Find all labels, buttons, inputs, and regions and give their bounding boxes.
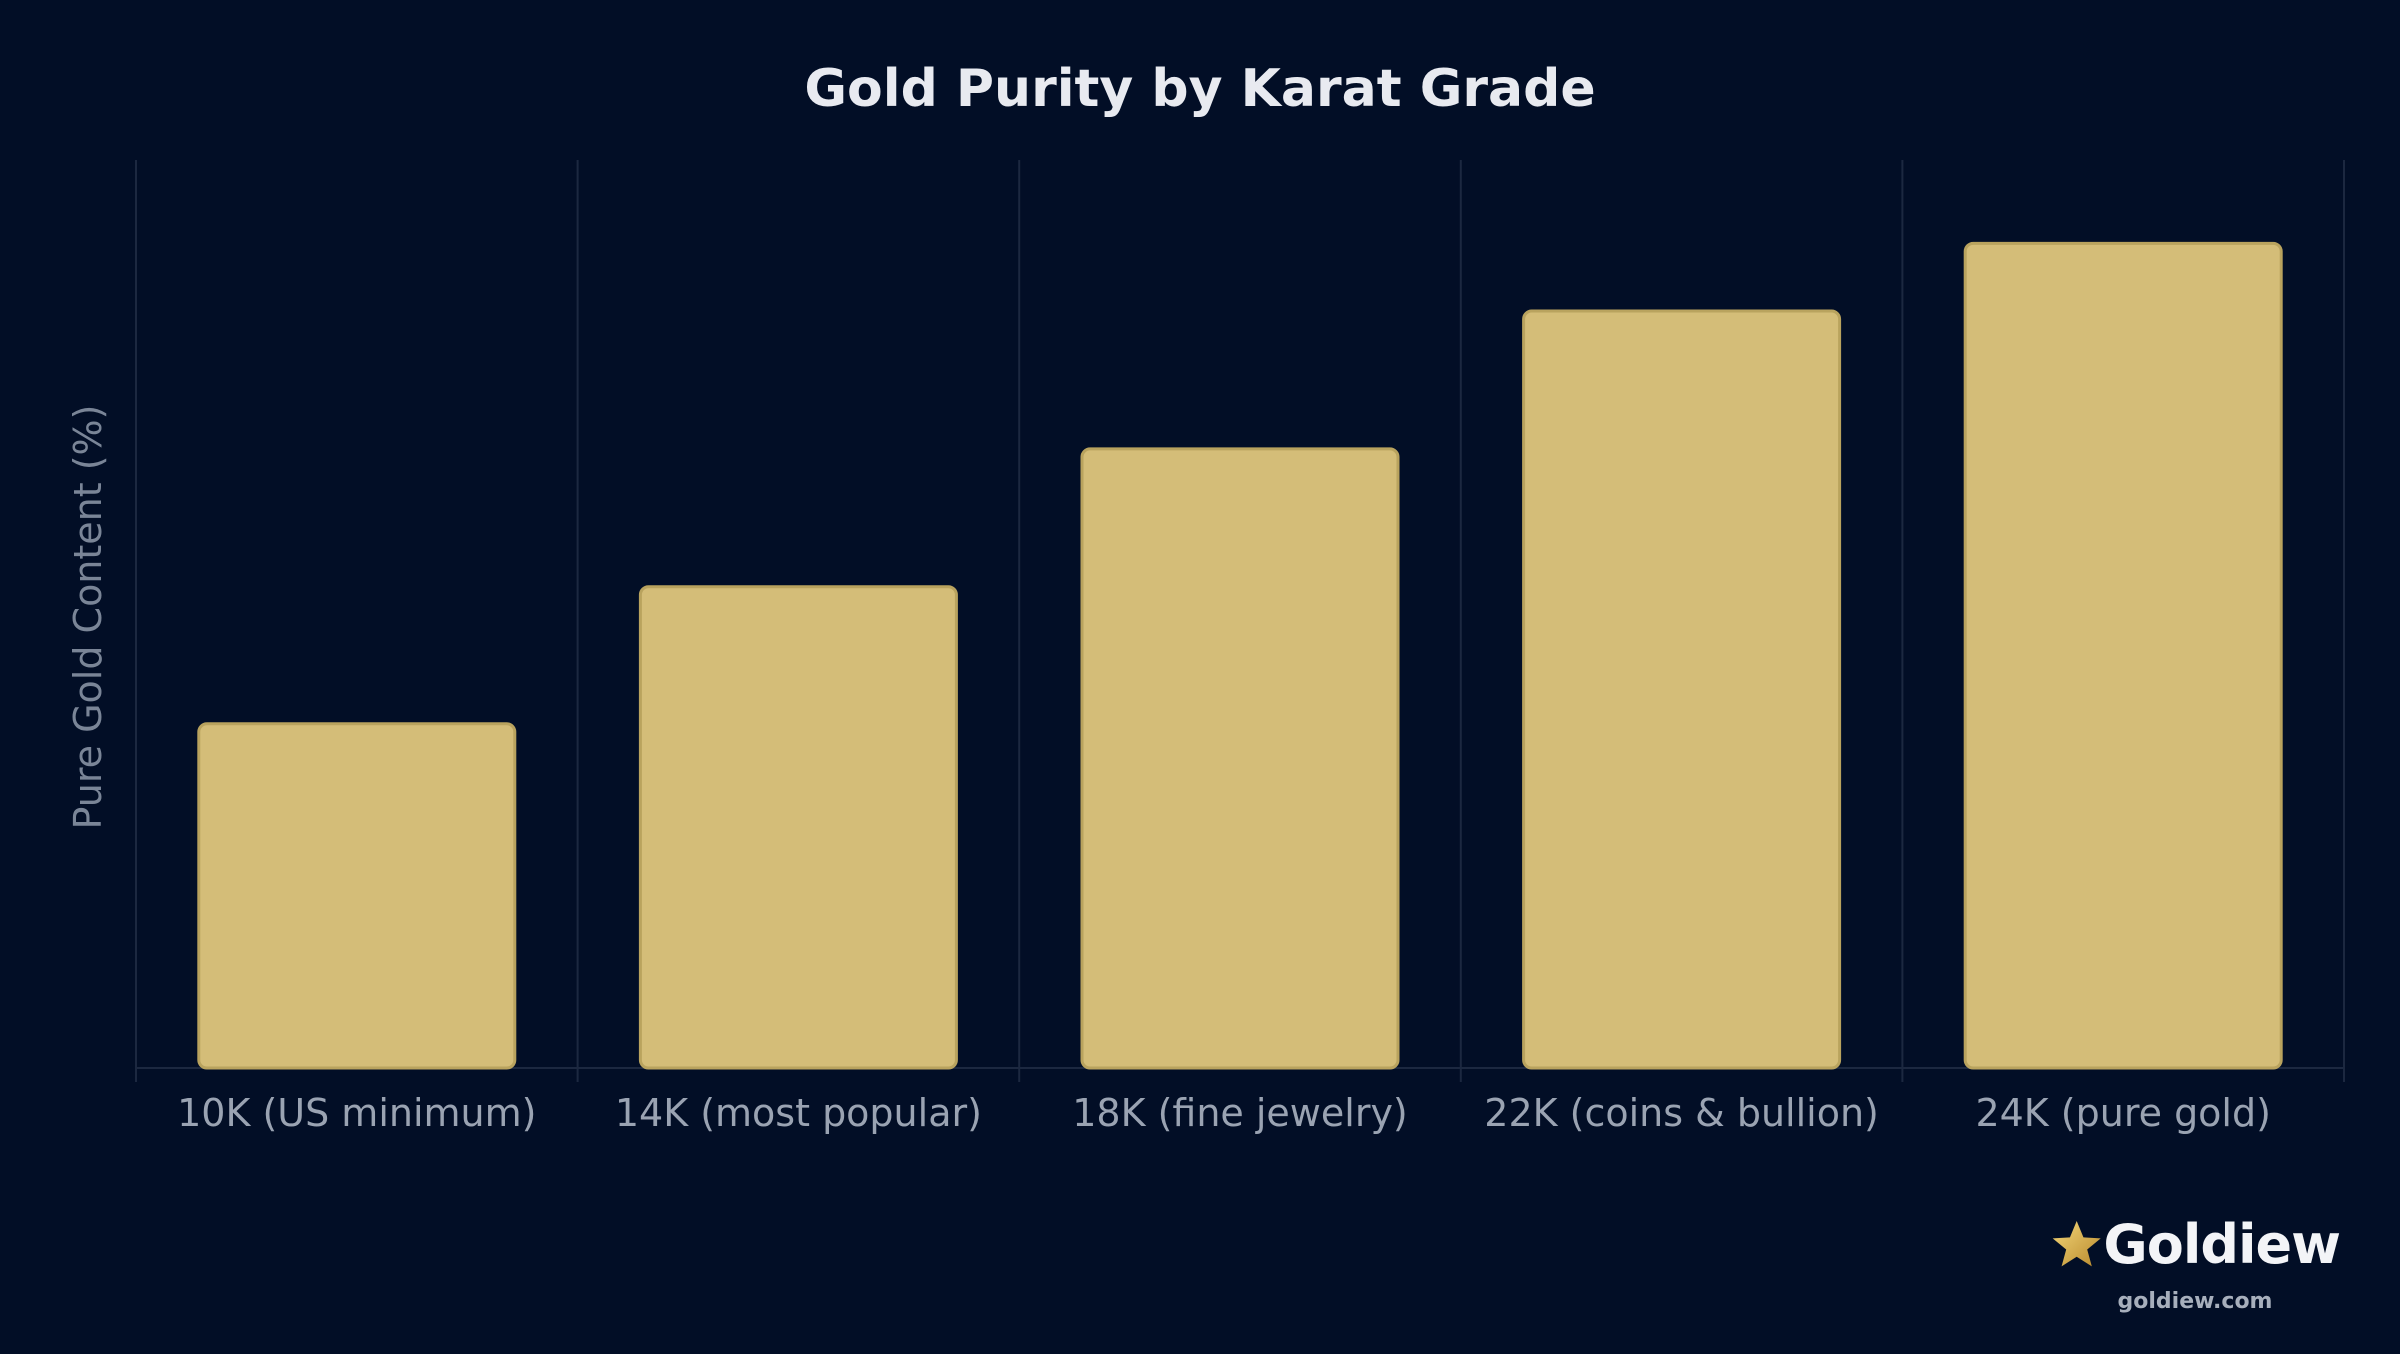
y-axis-title: Pure Gold Content (%) <box>66 405 110 830</box>
bar-layer <box>197 241 2283 1070</box>
brand-logo: Goldiew goldiew.com <box>2050 1213 2341 1314</box>
star-icon <box>2052 1220 2101 1267</box>
x-tick-label: 14K (most popular) <box>615 1091 982 1135</box>
x-tick-label: 22K (coins & bullion) <box>1484 1091 1879 1135</box>
x-tick-label: 24K (pure gold) <box>1975 1091 2271 1135</box>
x-tick-label: 18K (fine jewelry) <box>1072 1091 1408 1135</box>
x-tick-label: 10K (US minimum) <box>177 1091 536 1135</box>
bar-2 <box>638 585 958 1070</box>
brand-url: goldiew.com <box>2117 1289 2273 1314</box>
bar-4 <box>1522 309 1842 1070</box>
bar-3 <box>1080 447 1400 1070</box>
brand-name: Goldiew <box>2103 1213 2341 1276</box>
tick-layer: 10K (US minimum) 14K (most popular) 18K (f… <box>177 1091 2271 1135</box>
bar-5 <box>1963 241 2283 1070</box>
bar-1 <box>197 722 517 1070</box>
chart-title: Gold Purity by Karat Grade <box>804 59 1595 119</box>
